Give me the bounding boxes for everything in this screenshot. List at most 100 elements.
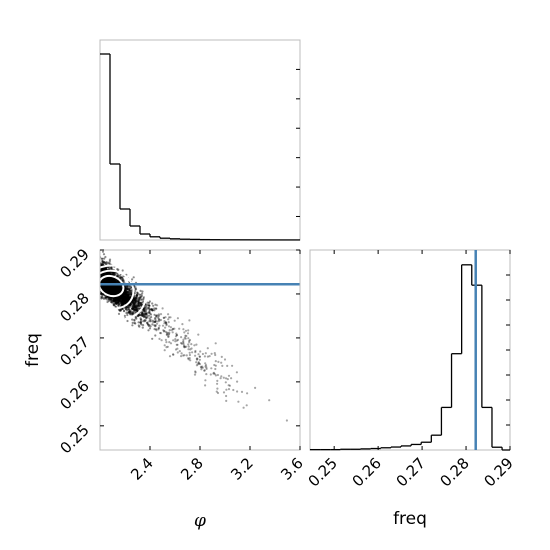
scatter-point [220,361,223,364]
scatter-point [134,288,138,291]
scatter-point [131,312,134,316]
scatter-point [153,324,156,327]
scatter-point [203,369,206,372]
scatter-point [167,313,170,316]
scatter-point [103,261,106,264]
scatter-point [144,307,147,310]
scatter-point [172,353,175,356]
scatter-point-core [126,295,129,299]
scatter-point [113,273,116,276]
scatter-point [151,309,154,312]
scatter-point [174,338,177,341]
scatter-point-core [126,294,129,297]
scatter-point [221,364,224,367]
scatter-point [143,306,146,309]
scatter-point [142,308,145,312]
scatter-point [143,306,146,309]
scatter-point [101,260,104,263]
scatter-point [224,381,227,384]
scatter-point [204,352,207,355]
scatter-point [130,294,133,297]
scatter-point [212,371,216,374]
scatter-point [169,326,172,329]
scatter-point [156,304,159,307]
scatter-point [132,299,135,302]
scatter-point [131,321,134,324]
scatter-point [137,296,140,299]
scatter-point [133,318,136,321]
scatter-point [194,354,197,357]
scatter-point [222,391,226,394]
scatter-point [148,300,151,303]
scatter-point [182,345,186,348]
scatter-point [108,262,111,265]
scatter-point-core [123,295,127,299]
scatter-point [124,289,127,292]
scatter-point [215,390,218,393]
density-contour-3 [100,264,147,321]
scatter-point [116,280,119,283]
scatter-point [143,312,147,315]
scatter-point [125,286,128,289]
scatter-point [245,404,248,407]
scatter-point [126,287,129,290]
scatter-point [101,261,104,264]
scatter-point [127,285,130,288]
scatter-point [155,320,158,323]
scatter-point [139,322,143,325]
scatter-point [254,386,257,389]
scatter-point [176,343,179,346]
scatter-point [149,312,152,315]
scatter-point [188,351,191,354]
scatter-point [134,298,137,301]
scatter-point [138,304,141,307]
scatter-point [140,312,144,315]
scatter-point [124,288,127,291]
scatter-point [145,314,149,317]
scatter-point [164,326,167,329]
scatter-point [133,298,136,301]
scatter-point [148,308,151,312]
scatter-point [139,302,142,305]
scatter-point [169,342,173,345]
scatter-point [225,399,228,402]
scatter-point [106,298,109,301]
scatter-point [146,323,149,326]
scatter-point [164,316,167,319]
scatter-point [197,362,200,365]
scatter-point [150,308,153,311]
scatter-point [128,289,131,292]
scatter-point [117,304,120,307]
scatter-point [159,318,163,322]
scatter-point [136,309,139,312]
scatter-point [133,300,136,303]
scatter-point [142,316,146,319]
scatter-point [152,304,155,307]
scatter-point [182,338,185,341]
scatter-point [158,318,161,321]
scatter-point [237,400,240,403]
scatter-point [185,354,188,357]
scatter-point [182,342,185,345]
scatter-point [206,347,209,350]
scatter-point [201,365,204,368]
scatter-point [182,341,185,344]
scatter-point [141,312,144,315]
scatter-point [165,322,168,325]
scatter-point [246,392,249,395]
scatter-point [227,384,230,387]
scatter-point [133,297,136,300]
scatter-point [164,321,167,324]
scatter-point [128,293,131,296]
scatter-point [285,419,288,422]
scatter-point [136,302,139,305]
scatter-point [230,377,233,380]
scatter-point [175,343,178,346]
scatter-point [138,302,141,305]
scatter-point [126,319,129,323]
scatter-point-core [123,298,126,301]
scatter-point [155,328,158,331]
scatter-point [147,306,151,309]
scatter-point [195,364,198,367]
scatter-point [176,347,179,350]
